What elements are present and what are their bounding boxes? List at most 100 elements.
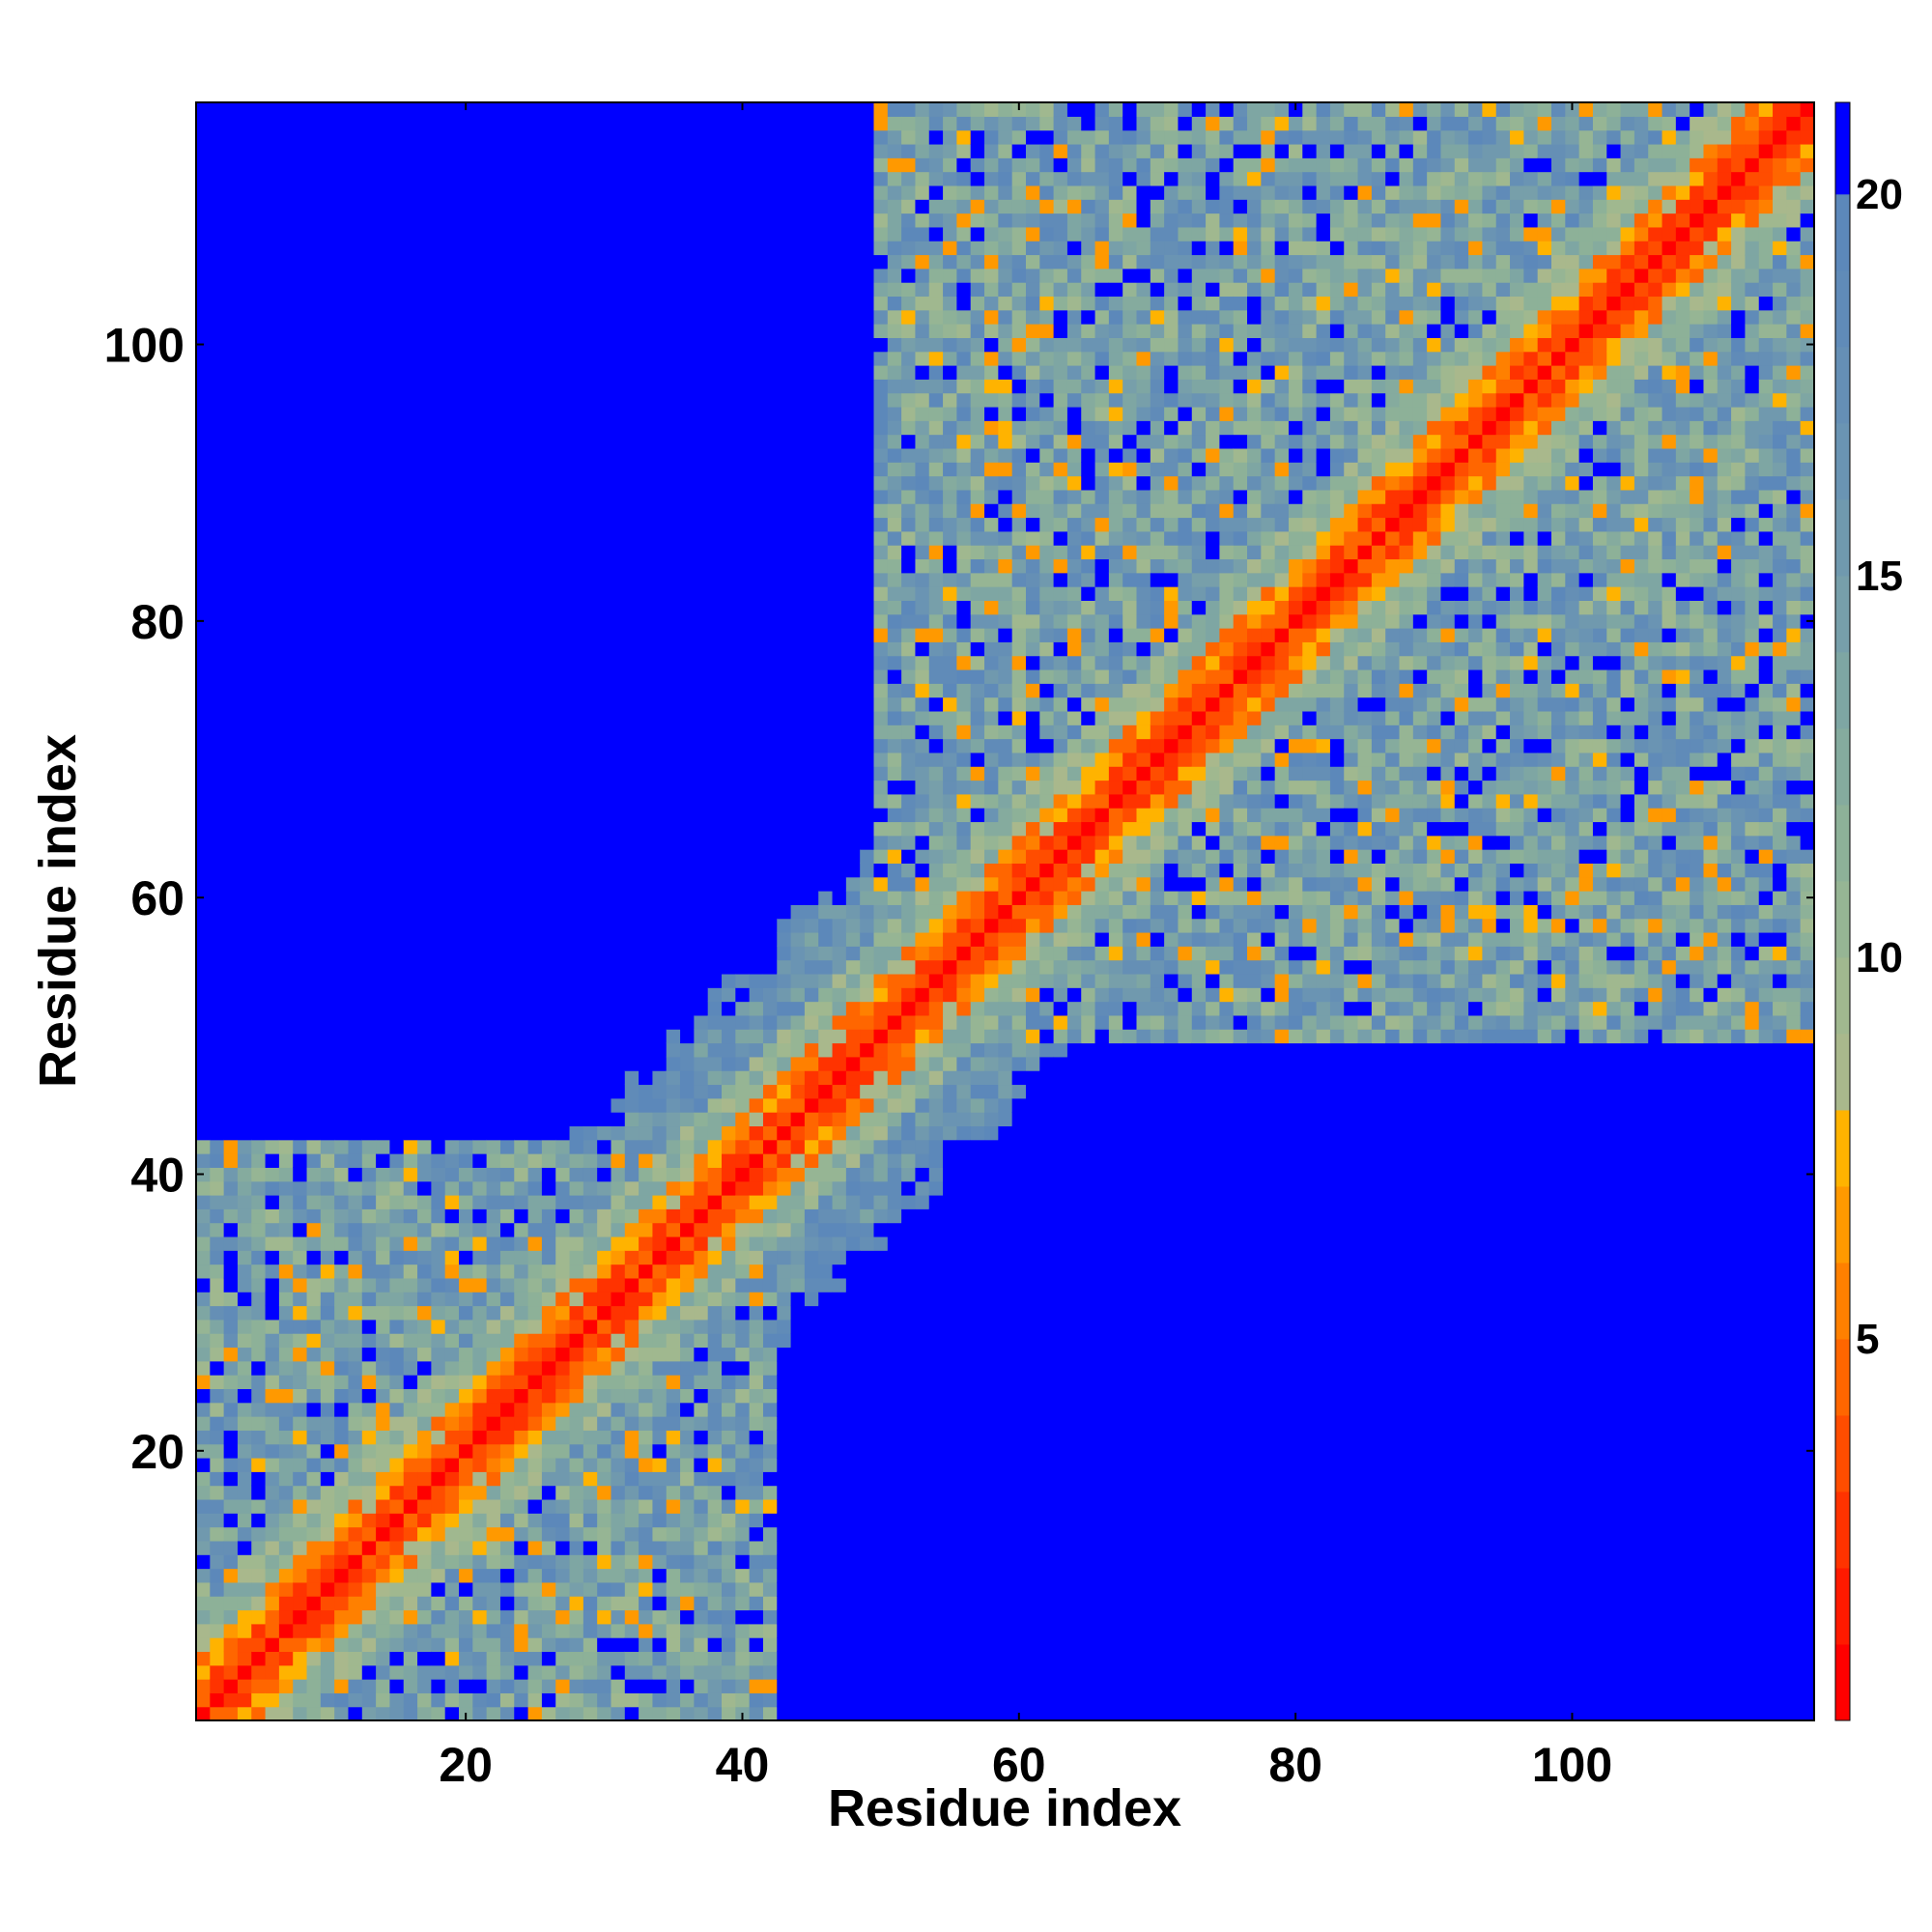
heatmap-cell (237, 337, 252, 353)
heatmap-cell (306, 821, 322, 837)
heatmap-cell (582, 434, 598, 449)
heatmap-cell (514, 226, 529, 242)
heatmap-cell (555, 1222, 571, 1237)
heatmap-cell (694, 517, 709, 532)
heatmap-cell (472, 1609, 488, 1625)
heatmap-cell (680, 766, 695, 781)
heatmap-cell (403, 296, 418, 311)
heatmap-cell (459, 434, 473, 449)
heatmap-cell (555, 1360, 571, 1376)
heatmap-cell (624, 1292, 639, 1307)
heatmap-cell (749, 1360, 764, 1376)
heatmap-cell (223, 213, 239, 228)
heatmap-cell (666, 1153, 681, 1168)
heatmap-cell (707, 199, 723, 214)
heatmap-cell (499, 1637, 515, 1653)
heatmap-cell (334, 337, 350, 353)
heatmap-cell (749, 1305, 764, 1321)
heatmap-cell (499, 1360, 515, 1376)
heatmap-cell (749, 1029, 764, 1044)
heatmap-cell (417, 891, 432, 905)
heatmap-cell (223, 1305, 239, 1321)
heatmap-cell (639, 959, 654, 975)
heatmap-cell (722, 1194, 736, 1209)
heatmap-cell (527, 254, 543, 270)
heatmap-cell (582, 1581, 598, 1597)
heatmap-cell (555, 1208, 571, 1224)
heatmap-cell (251, 1375, 267, 1390)
heatmap-cell (611, 1609, 626, 1625)
heatmap-cell (459, 1540, 473, 1555)
heatmap-cell (403, 1375, 418, 1390)
heatmap-cell (611, 143, 626, 158)
heatmap-cell (582, 1347, 598, 1362)
heatmap-cell (652, 572, 668, 587)
heatmap-cell (514, 655, 529, 670)
heatmap-cell (541, 1471, 556, 1487)
heatmap-cell (722, 1180, 736, 1196)
heatmap-cell (597, 1664, 612, 1680)
heatmap-cell (582, 337, 598, 353)
heatmap-cell (624, 1416, 639, 1431)
heatmap-cell (735, 1264, 751, 1279)
heatmap-cell (749, 1498, 764, 1514)
heatmap-cell (582, 517, 598, 532)
heatmap-cell (472, 641, 488, 657)
heatmap-cell (251, 710, 267, 725)
heatmap-cell (514, 324, 529, 338)
heatmap-cell (639, 1180, 654, 1196)
heatmap-cell (223, 1277, 239, 1293)
heatmap-cell (348, 1651, 363, 1666)
heatmap-cell (472, 724, 488, 740)
heatmap-cell (265, 904, 280, 920)
heatmap-cell (694, 1706, 709, 1721)
heatmap-cell (306, 1692, 322, 1708)
heatmap-cell (223, 324, 239, 338)
heatmap-cell (486, 1236, 501, 1251)
heatmap-cell (597, 213, 612, 228)
heatmap-cell (376, 1277, 391, 1293)
heatmap-cell (389, 1264, 405, 1279)
heatmap-cell (417, 724, 432, 740)
heatmap-cell (624, 1609, 639, 1625)
heatmap-cell (320, 655, 335, 670)
heatmap-cell (624, 1139, 639, 1154)
heatmap-cell (293, 1292, 308, 1307)
heatmap-cell (417, 1333, 432, 1349)
heatmap-cell (459, 1264, 473, 1279)
heatmap-cell (527, 1609, 543, 1625)
heatmap-cell (499, 558, 515, 574)
heatmap-cell (472, 503, 488, 519)
heatmap-cell (251, 835, 267, 850)
heatmap-cell (306, 447, 322, 463)
heatmap-cell (431, 1250, 446, 1265)
heatmap-cell (361, 973, 377, 988)
heatmap-cell (652, 1485, 668, 1500)
heatmap-cell (499, 891, 515, 905)
heatmap-cell (306, 268, 322, 283)
heatmap-cell (196, 434, 211, 449)
heatmap-cell (722, 171, 736, 186)
heatmap-cell (611, 1568, 626, 1583)
heatmap-cell (265, 447, 280, 463)
heatmap-cell (459, 710, 473, 725)
heatmap-cell (306, 1568, 322, 1583)
heatmap-cell (320, 849, 335, 864)
heatmap-cell (348, 1706, 363, 1721)
heatmap-cell (320, 821, 335, 837)
heatmap-cell (348, 959, 363, 975)
heatmap-cell (555, 613, 571, 629)
heatmap-cell (223, 1167, 239, 1182)
heatmap-cell (251, 752, 267, 767)
heatmap-cell (306, 973, 322, 988)
heatmap-cell (569, 849, 584, 864)
heatmap-cell (210, 1097, 225, 1113)
heatmap-cell (223, 296, 239, 311)
heatmap-cell (555, 1194, 571, 1209)
heatmap-cell (334, 586, 350, 601)
heatmap-cell (265, 1623, 280, 1638)
heatmap-cell (472, 254, 488, 270)
heatmap-cell (293, 1402, 308, 1417)
heatmap-cell (762, 1180, 778, 1196)
heatmap-cell (707, 1679, 723, 1693)
